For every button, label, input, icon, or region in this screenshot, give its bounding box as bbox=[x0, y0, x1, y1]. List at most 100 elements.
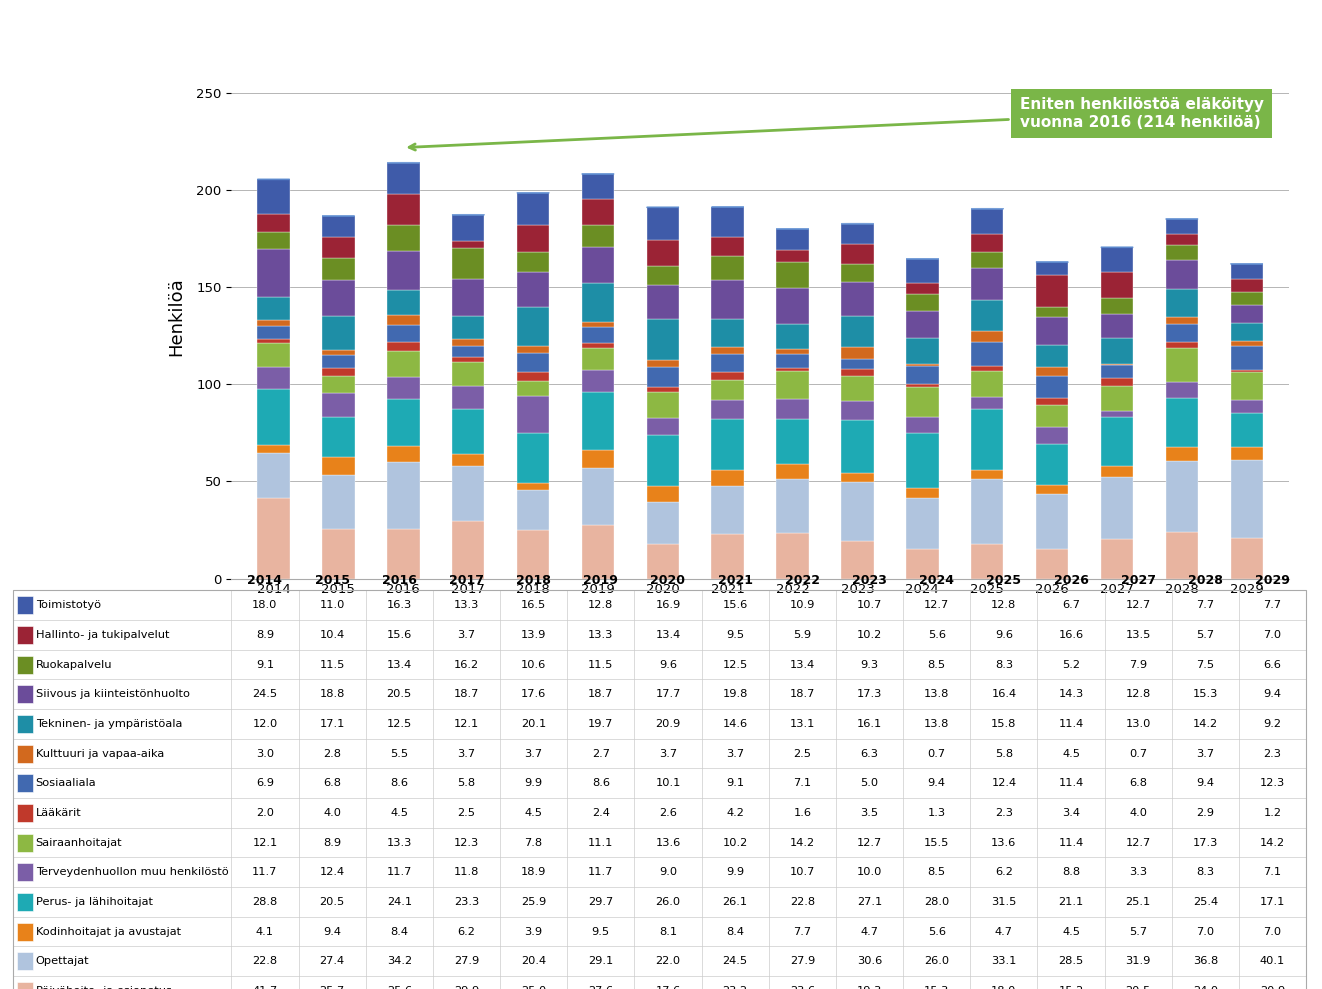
Bar bbox=[517, 307, 549, 345]
Bar bbox=[841, 347, 874, 359]
Bar bbox=[1231, 323, 1263, 341]
Text: 17.7: 17.7 bbox=[656, 689, 681, 699]
Bar bbox=[711, 419, 744, 470]
Bar bbox=[582, 450, 615, 469]
Text: 10.7: 10.7 bbox=[789, 867, 816, 877]
Bar bbox=[1166, 447, 1198, 461]
Bar bbox=[776, 323, 809, 349]
Text: 6.6: 6.6 bbox=[1264, 660, 1281, 670]
Bar bbox=[776, 399, 809, 419]
Bar bbox=[776, 464, 809, 479]
Bar bbox=[258, 179, 290, 215]
Text: 7.0: 7.0 bbox=[1196, 927, 1215, 937]
Text: 20.9: 20.9 bbox=[1260, 986, 1285, 989]
Bar bbox=[258, 390, 290, 445]
Text: 2.5: 2.5 bbox=[457, 808, 476, 818]
Text: Kulttuuri ja vapaa-aika: Kulttuuri ja vapaa-aika bbox=[36, 749, 164, 759]
Text: 15.2: 15.2 bbox=[1059, 986, 1084, 989]
Text: 11.4: 11.4 bbox=[1059, 778, 1084, 788]
Text: 6.8: 6.8 bbox=[323, 778, 341, 788]
Bar bbox=[582, 370, 615, 393]
Bar bbox=[906, 384, 939, 387]
Bar bbox=[258, 343, 290, 367]
Bar bbox=[517, 483, 549, 491]
Text: 3.9: 3.9 bbox=[525, 927, 543, 937]
Text: 28.8: 28.8 bbox=[253, 897, 278, 907]
Text: 13.3: 13.3 bbox=[588, 630, 613, 640]
Text: 27.4: 27.4 bbox=[320, 956, 345, 966]
Text: 29.7: 29.7 bbox=[588, 897, 613, 907]
Bar bbox=[517, 193, 549, 225]
Text: 9.5: 9.5 bbox=[726, 630, 744, 640]
Text: 3.5: 3.5 bbox=[861, 808, 879, 818]
Bar bbox=[1101, 314, 1133, 338]
Text: 31.5: 31.5 bbox=[992, 897, 1017, 907]
Text: 27.9: 27.9 bbox=[453, 956, 479, 966]
Bar bbox=[1166, 290, 1198, 316]
Text: 2021: 2021 bbox=[718, 575, 752, 587]
Bar bbox=[323, 529, 354, 579]
Text: 26.0: 26.0 bbox=[924, 956, 949, 966]
Text: Hallinto- ja tukipalvelut: Hallinto- ja tukipalvelut bbox=[36, 630, 169, 640]
Text: 2019: 2019 bbox=[583, 575, 619, 587]
Bar bbox=[711, 533, 744, 579]
Text: 2022: 2022 bbox=[785, 575, 820, 587]
Text: 11.7: 11.7 bbox=[253, 867, 278, 877]
Text: 18.8: 18.8 bbox=[320, 689, 345, 699]
Text: 2.3: 2.3 bbox=[995, 808, 1013, 818]
Text: 5.2: 5.2 bbox=[1062, 660, 1080, 670]
Text: 10.2: 10.2 bbox=[857, 630, 882, 640]
Bar bbox=[1101, 539, 1133, 579]
Text: 10.7: 10.7 bbox=[857, 600, 882, 610]
Text: Toimistotyö: Toimistotyö bbox=[36, 600, 100, 610]
Text: 15.6: 15.6 bbox=[386, 630, 412, 640]
Bar bbox=[776, 288, 809, 323]
Bar bbox=[1101, 466, 1133, 477]
Text: Lääkärit: Lääkärit bbox=[36, 808, 82, 818]
Bar bbox=[646, 392, 680, 418]
Text: 15.8: 15.8 bbox=[992, 719, 1017, 729]
Bar bbox=[841, 264, 874, 282]
Text: 22.0: 22.0 bbox=[656, 956, 681, 966]
Bar bbox=[646, 486, 680, 501]
Bar bbox=[711, 237, 744, 256]
Bar bbox=[972, 409, 1003, 470]
Bar bbox=[517, 345, 549, 353]
Text: 23.6: 23.6 bbox=[789, 986, 814, 989]
Bar bbox=[452, 248, 484, 279]
Bar bbox=[258, 453, 290, 497]
Y-axis label: Henkilöä: Henkilöä bbox=[167, 277, 185, 356]
Bar bbox=[841, 473, 874, 482]
Bar bbox=[972, 470, 1003, 480]
Bar bbox=[1101, 338, 1133, 364]
Bar bbox=[776, 371, 809, 399]
Bar bbox=[906, 295, 939, 311]
Text: 12.8: 12.8 bbox=[992, 600, 1017, 610]
Bar bbox=[841, 376, 874, 401]
Bar bbox=[1036, 427, 1068, 444]
Bar bbox=[452, 386, 484, 409]
Bar bbox=[906, 311, 939, 337]
Text: 6.2: 6.2 bbox=[457, 927, 476, 937]
Text: 27.6: 27.6 bbox=[588, 986, 613, 989]
Bar bbox=[258, 339, 290, 343]
Bar bbox=[776, 479, 809, 533]
Text: 9.6: 9.6 bbox=[658, 660, 677, 670]
Text: 18.0: 18.0 bbox=[992, 986, 1017, 989]
Text: 11.8: 11.8 bbox=[453, 867, 479, 877]
Text: 16.6: 16.6 bbox=[1059, 630, 1084, 640]
Text: 9.4: 9.4 bbox=[928, 778, 945, 788]
Text: 9.5: 9.5 bbox=[592, 927, 609, 937]
Text: 13.3: 13.3 bbox=[386, 838, 412, 848]
Bar bbox=[1036, 444, 1068, 485]
Bar bbox=[1231, 346, 1263, 370]
Bar bbox=[1166, 219, 1198, 234]
Bar bbox=[387, 351, 419, 377]
Bar bbox=[452, 467, 484, 520]
Bar bbox=[646, 266, 680, 285]
Text: 4.2: 4.2 bbox=[726, 808, 744, 818]
Bar bbox=[711, 470, 744, 486]
Bar bbox=[517, 353, 549, 372]
Text: 2026: 2026 bbox=[1054, 575, 1088, 587]
Bar bbox=[1101, 417, 1133, 466]
